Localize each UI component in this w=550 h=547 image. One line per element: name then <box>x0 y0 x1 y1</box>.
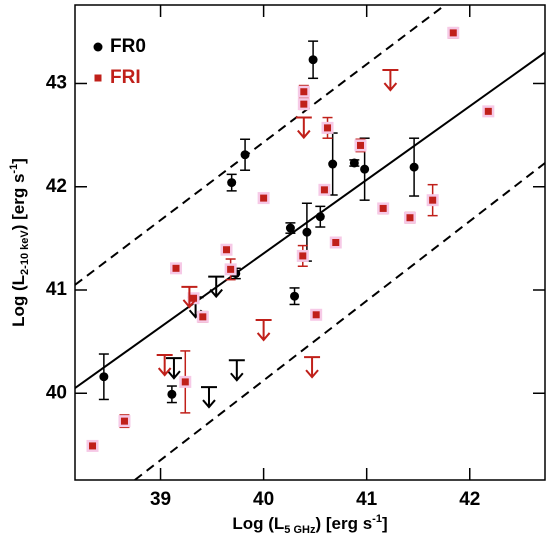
upper-limit <box>228 359 245 382</box>
x-axis-label-part: 5 GHz <box>284 524 316 536</box>
x-tick-label: 42 <box>459 489 480 510</box>
point <box>99 372 109 382</box>
legend-marker <box>94 74 102 82</box>
plot-frame <box>74 4 546 481</box>
upper-limit <box>382 69 399 92</box>
point <box>299 252 307 260</box>
point <box>240 150 250 160</box>
dashed-line <box>75 5 446 286</box>
point <box>300 88 308 96</box>
y-tick-label: 41 <box>46 279 68 300</box>
upper-limit <box>295 116 312 140</box>
point <box>290 291 300 301</box>
point <box>332 239 340 246</box>
upper-limit <box>181 285 198 309</box>
fit-line <box>75 51 545 389</box>
point <box>320 186 328 194</box>
point <box>285 223 295 233</box>
point <box>260 194 268 202</box>
y-axis-label-part: ) [erg s <box>9 174 28 231</box>
y-axis-label-part: ] <box>9 158 28 164</box>
upper-limit <box>304 356 321 379</box>
point <box>429 196 437 204</box>
upper-limit <box>156 354 173 377</box>
x-axis-label: Log (L5 GHz) [erg s-1] <box>232 513 387 536</box>
point <box>181 378 189 386</box>
legend-label: FRI <box>110 67 141 88</box>
x-tick-label: 41 <box>356 489 378 510</box>
y-tick-label: 40 <box>46 382 67 403</box>
upper-limit <box>208 275 225 299</box>
point <box>449 29 457 37</box>
point <box>328 159 338 169</box>
y-axis-label-part: 2-10 keV <box>19 230 31 275</box>
upper-limit <box>200 386 217 409</box>
y-tick-label: 43 <box>46 72 67 93</box>
point <box>308 55 318 65</box>
y-axis-label-part: Log (L <box>9 275 28 327</box>
point <box>89 442 97 450</box>
dashed-line <box>134 162 545 480</box>
point <box>167 389 177 399</box>
upper-limit <box>165 357 182 380</box>
x-tick-label: 39 <box>150 489 171 510</box>
point <box>406 214 414 222</box>
point <box>324 124 332 132</box>
point <box>199 313 207 321</box>
point <box>360 164 370 174</box>
point <box>315 212 325 222</box>
x-axis-label-part: -1 <box>372 513 382 525</box>
point <box>172 264 180 272</box>
point <box>484 107 492 115</box>
x-axis-label-part: Log (L <box>232 514 284 533</box>
point <box>379 204 387 212</box>
x-axis-label-part: ) [erg s <box>315 514 372 533</box>
y-axis-label: Log (L2-10 keV) [erg s-1] <box>8 158 31 327</box>
point <box>223 246 231 254</box>
x-axis-label-part: ] <box>382 514 388 533</box>
point <box>349 158 359 168</box>
point <box>357 141 365 149</box>
point <box>312 311 320 319</box>
point <box>300 100 308 108</box>
y-tick-label: 42 <box>46 176 67 197</box>
y-axis-label-part: -1 <box>8 164 20 174</box>
point <box>227 265 235 273</box>
upper-limit <box>255 318 272 342</box>
point <box>120 417 128 425</box>
point <box>190 294 198 302</box>
point <box>227 178 237 188</box>
point <box>409 162 419 172</box>
legend-label: FR0 <box>110 36 146 57</box>
x-tick-label: 40 <box>253 489 274 510</box>
point <box>302 227 312 237</box>
legend-marker <box>93 42 103 52</box>
